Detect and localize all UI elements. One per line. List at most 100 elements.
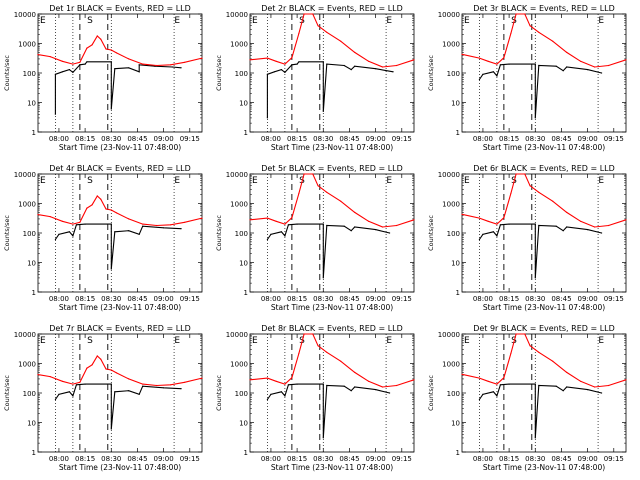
series-point-events <box>291 64 293 66</box>
x-tick-label: 09:00 <box>154 455 174 463</box>
x-tick-label: 08:30 <box>525 295 545 303</box>
series-line-events <box>266 383 390 438</box>
series-point-events <box>566 226 568 228</box>
series-point-events <box>138 393 140 395</box>
y-tick-label: 10000 <box>14 171 36 179</box>
x-tick-label: 08:30 <box>101 295 121 303</box>
series-point-events <box>389 232 391 234</box>
series-point-events <box>54 398 57 401</box>
series-point-events <box>326 63 328 65</box>
series-point-lld <box>625 59 627 61</box>
series-point-events <box>534 117 536 119</box>
series-point-lld <box>487 60 489 62</box>
x-tick-label: 08:30 <box>525 135 545 143</box>
series-point-lld <box>594 226 596 228</box>
series-point-events <box>566 66 568 68</box>
y-tick-label: 1000 <box>442 361 460 369</box>
series-point-events <box>284 71 286 73</box>
series-point-events <box>534 277 536 279</box>
series-point-events <box>84 383 86 385</box>
series-point-lld <box>496 383 498 385</box>
x-tick-label: 09:15 <box>604 135 624 143</box>
series-point-events <box>375 389 377 391</box>
series-point-lld <box>105 368 107 370</box>
y-axis-label: Counts/sec <box>215 375 223 411</box>
series-point-events <box>562 390 564 392</box>
series-point-lld <box>61 220 64 222</box>
series-point-events <box>110 268 112 270</box>
series-point-events <box>298 61 300 63</box>
series-point-events <box>84 63 86 65</box>
series-point-lld <box>170 384 172 386</box>
marker-label: E <box>598 16 604 26</box>
series-point-lld <box>170 64 172 66</box>
y-tick-label: 10000 <box>438 171 460 179</box>
y-tick-label: 1 <box>32 129 36 137</box>
series-point-events <box>492 231 494 233</box>
y-tick-label: 10 <box>239 260 248 268</box>
series-point-events <box>86 61 88 63</box>
series-point-events <box>270 393 272 395</box>
panel-det-3: Det 3r BLACK = Events, RED = LLD 1 10 100 10… <box>427 4 627 152</box>
series-point-lld <box>266 217 268 219</box>
y-tick-label: 100 <box>23 230 36 238</box>
series-point-events <box>180 67 182 69</box>
series-point-lld <box>201 377 203 379</box>
series-point-lld <box>115 372 118 374</box>
series-point-lld <box>340 40 342 42</box>
series-point-lld <box>552 40 554 42</box>
series-point-events <box>322 437 324 439</box>
x-tick-label: 08:00 <box>261 295 281 303</box>
series-point-lld <box>266 57 268 59</box>
series-point-lld <box>326 351 328 353</box>
x-axis-label: Start Time (23-Nov-11 07:48:00) <box>59 463 181 472</box>
series-point-events <box>72 71 74 73</box>
series-point-lld <box>79 381 81 383</box>
series-point-events <box>587 229 589 231</box>
series-point-events <box>280 231 282 233</box>
series-point-events <box>555 225 557 227</box>
x-tick-label: 08:45 <box>127 135 147 143</box>
x-tick-label: 08:15 <box>287 135 307 143</box>
series-point-events <box>280 69 282 71</box>
y-tick-label: 100 <box>447 230 460 238</box>
series-point-lld <box>110 49 112 51</box>
series-point-lld <box>326 191 328 193</box>
x-axis-label: Start Time (23-Nov-11 07:48:00) <box>483 143 605 152</box>
series-line-lld <box>249 333 415 388</box>
series-point-lld <box>503 377 505 379</box>
x-tick-label: 08:00 <box>49 135 69 143</box>
series-point-events <box>354 226 356 228</box>
series-point-lld <box>608 64 610 67</box>
x-tick-label: 08:15 <box>75 135 95 143</box>
series-point-events <box>54 238 57 241</box>
series-point-events <box>508 63 510 65</box>
y-tick-label: 10 <box>27 260 36 268</box>
y-tick-label: 10000 <box>226 11 248 19</box>
series-line-lld <box>37 35 203 67</box>
marker-label: E <box>464 16 470 26</box>
series-point-lld <box>49 56 51 58</box>
x-tick-label: 08:45 <box>127 295 147 303</box>
x-axis-label: Start Time (23-Nov-11 07:48:00) <box>271 143 393 152</box>
series-point-lld <box>298 192 300 194</box>
marker-label: E <box>598 336 604 346</box>
series-point-lld <box>625 379 627 381</box>
series-point-events <box>499 224 501 226</box>
y-tick-label: 10 <box>451 100 460 108</box>
series-point-events <box>555 65 557 67</box>
series-point-events <box>270 233 272 235</box>
x-tick-label: 08:00 <box>49 295 69 303</box>
y-tick-label: 1 <box>456 129 460 137</box>
series-point-events <box>296 63 298 65</box>
series-point-lld <box>461 213 463 215</box>
series-point-lld <box>529 185 531 187</box>
series-point-events <box>128 390 130 392</box>
series-point-lld <box>184 61 186 63</box>
series-point-events <box>562 70 564 72</box>
panel-det-6: Det 6r BLACK = Events, RED = LLD 1 10 100 10… <box>427 164 627 312</box>
series-point-lld <box>382 386 384 388</box>
x-tick-label: 09:00 <box>366 455 386 463</box>
x-tick-label: 09:00 <box>366 135 386 143</box>
series-point-events <box>478 78 480 81</box>
